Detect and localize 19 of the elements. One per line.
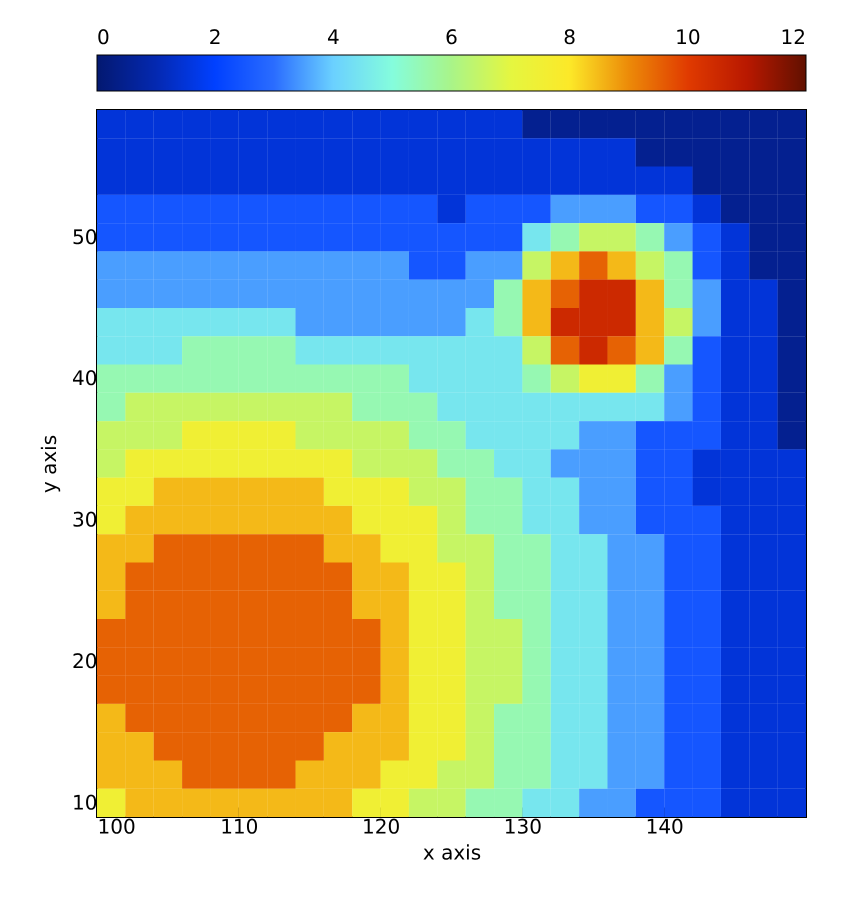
y-tick-label: 10 — [72, 790, 98, 814]
color-bar-label: 0 — [97, 25, 110, 49]
color-bar-label: 4 — [326, 25, 340, 49]
x-tick-label: 140 — [646, 814, 684, 838]
color-bar-label: 12 — [780, 25, 806, 49]
color-bar-label: 10 — [675, 25, 701, 49]
x-tick-label: 100 — [98, 814, 136, 838]
y-tick-label: 30 — [72, 508, 98, 532]
x-tick-label: 110 — [220, 814, 258, 838]
x-tick-label: 130 — [504, 814, 542, 838]
color-bar-label: 8 — [563, 25, 576, 49]
y-tick-label: 50 — [72, 224, 98, 249]
color-bar-label: 6 — [445, 25, 458, 49]
y-axis-title: y axis — [37, 434, 62, 494]
y-tick-label: 20 — [72, 648, 98, 673]
color-bar-label: 2 — [208, 25, 222, 49]
x-axis-title: x axis — [422, 840, 482, 864]
y-tick-label: 40 — [72, 366, 98, 390]
x-tick-label: 120 — [362, 814, 400, 838]
